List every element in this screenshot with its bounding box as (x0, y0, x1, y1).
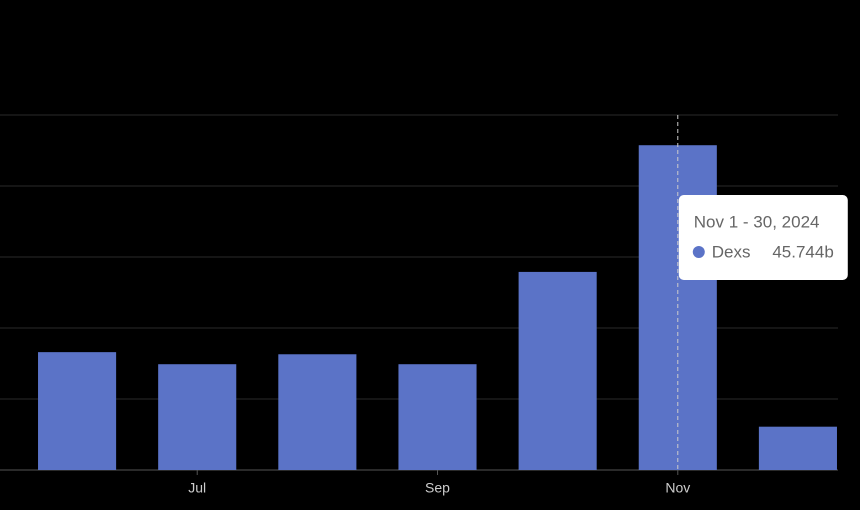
x-tick-label: Sep (425, 480, 450, 496)
tooltip-value: 45.744b (772, 242, 833, 261)
x-tick-label: Jul (188, 480, 206, 496)
bar (758, 426, 837, 470)
bar (278, 354, 357, 470)
bar (398, 364, 477, 470)
bar (158, 364, 237, 470)
tooltip-series: Dexs (712, 242, 751, 261)
bar (38, 352, 117, 470)
legend-dot (692, 246, 705, 258)
bar (518, 271, 597, 470)
tooltip-title: Nov 1 - 30, 2024 (694, 212, 820, 231)
tooltip: Nov 1 - 30, 2024 Dexs 45.744b (678, 195, 848, 280)
x-tick-label: Nov (665, 480, 690, 496)
tooltip-box (678, 195, 848, 280)
